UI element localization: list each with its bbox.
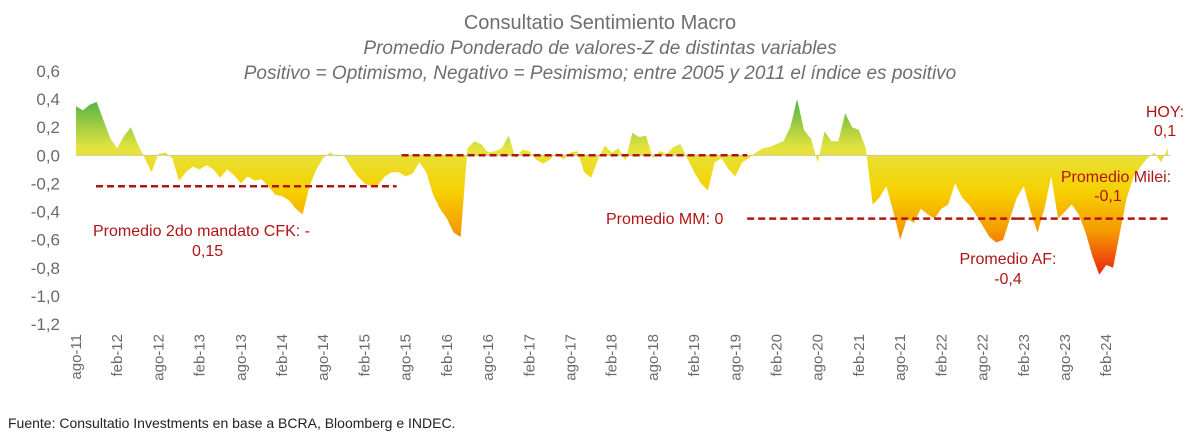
x-tick-label: feb-17 xyxy=(521,334,538,377)
annotation-cfk: Promedio 2do mandato CFK: - 0,15 xyxy=(93,223,310,260)
y-tick-label: -0,2 xyxy=(31,174,60,193)
annotation-milei: Promedio Milei: -0,1 xyxy=(1061,169,1171,205)
reference-lines xyxy=(96,154,1168,220)
x-tick-label: feb-21 xyxy=(851,334,868,377)
annotation-af-line2: -0,4 xyxy=(994,271,1022,288)
x-tick-label: feb-23 xyxy=(1016,334,1033,377)
annotation-mm: Promedio MM: 0 xyxy=(606,211,723,228)
x-tick-label: feb-16 xyxy=(439,334,456,377)
x-tick-label: feb-20 xyxy=(769,334,786,377)
x-tick-label: feb-13 xyxy=(192,334,209,377)
x-tick-label: ago-23 xyxy=(1057,334,1074,381)
x-tick-label: ago-22 xyxy=(975,334,992,381)
chart-subtitle-2: Positivo = Optimismo, Negativo = Pesimis… xyxy=(244,63,957,84)
annotation-milei-line1: Promedio Milei: xyxy=(1061,169,1171,186)
y-tick-label: 0,0 xyxy=(36,146,60,165)
chart-title: Consultatio Sentimiento Macro xyxy=(464,12,736,34)
x-tick-label: ago-15 xyxy=(398,334,415,381)
x-tick-label: ago-11 xyxy=(68,334,85,380)
annotation-af: Promedio AF: -0,4 xyxy=(960,251,1057,288)
annotation-milei-line2: -0,1 xyxy=(1094,188,1122,205)
y-tick-label: -1,2 xyxy=(31,315,60,334)
x-tick-label: ago-16 xyxy=(480,334,497,381)
annotation-hoy: HOY: 0,1 xyxy=(1146,104,1184,140)
x-tick-label: feb-24 xyxy=(1098,334,1115,377)
y-tick-label: -0,4 xyxy=(31,203,60,222)
annotation-hoy-line2: 0,1 xyxy=(1154,123,1176,140)
annotation-cfk-line2: 0,15 xyxy=(192,243,223,260)
chart-subtitle-1: Promedio Ponderado de valores-Z de disti… xyxy=(363,38,837,59)
y-tick-label: 0,4 xyxy=(36,90,60,109)
x-tick-label: ago-13 xyxy=(233,334,250,381)
x-tick-label: ago-19 xyxy=(727,334,744,381)
annotation-af-line1: Promedio AF: xyxy=(960,251,1057,268)
y-tick-label: 0,6 xyxy=(36,62,60,81)
y-axis: 0,6 0,4 0,2 0,0 -0,2 -0,4 -0,6 -0,8 -1,0 -1,2 xyxy=(31,62,60,334)
y-tick-label: 0,2 xyxy=(36,118,60,137)
x-tick-label: feb-18 xyxy=(604,334,621,377)
annotation-cfk-line1: Promedio 2do mandato CFK: - xyxy=(93,223,310,240)
x-tick-label: feb-19 xyxy=(686,334,703,377)
x-tick-label: feb-22 xyxy=(933,334,950,377)
x-tick-label: feb-14 xyxy=(274,334,291,377)
x-tick-label: ago-20 xyxy=(810,334,827,381)
annotation-hoy-line1: HOY: xyxy=(1146,104,1184,121)
x-tick-label: ago-17 xyxy=(562,334,579,381)
x-axis: ago-11 feb-12 ago-12 feb-13 ago-13 feb-14 ago-… xyxy=(68,334,1115,381)
y-tick-label: -0,6 xyxy=(31,231,60,250)
x-tick-label: ago-18 xyxy=(645,334,662,381)
source-note: Fuente: Consultatio Investments en base … xyxy=(8,415,455,431)
x-tick-label: feb-15 xyxy=(356,334,373,377)
x-tick-label: ago-12 xyxy=(150,334,167,381)
y-tick-label: -0,8 xyxy=(31,259,60,278)
x-tick-label: ago-14 xyxy=(315,334,332,381)
x-tick-label: feb-12 xyxy=(109,334,126,377)
x-tick-label: ago-21 xyxy=(892,334,909,381)
y-tick-label: -1,0 xyxy=(31,287,60,306)
